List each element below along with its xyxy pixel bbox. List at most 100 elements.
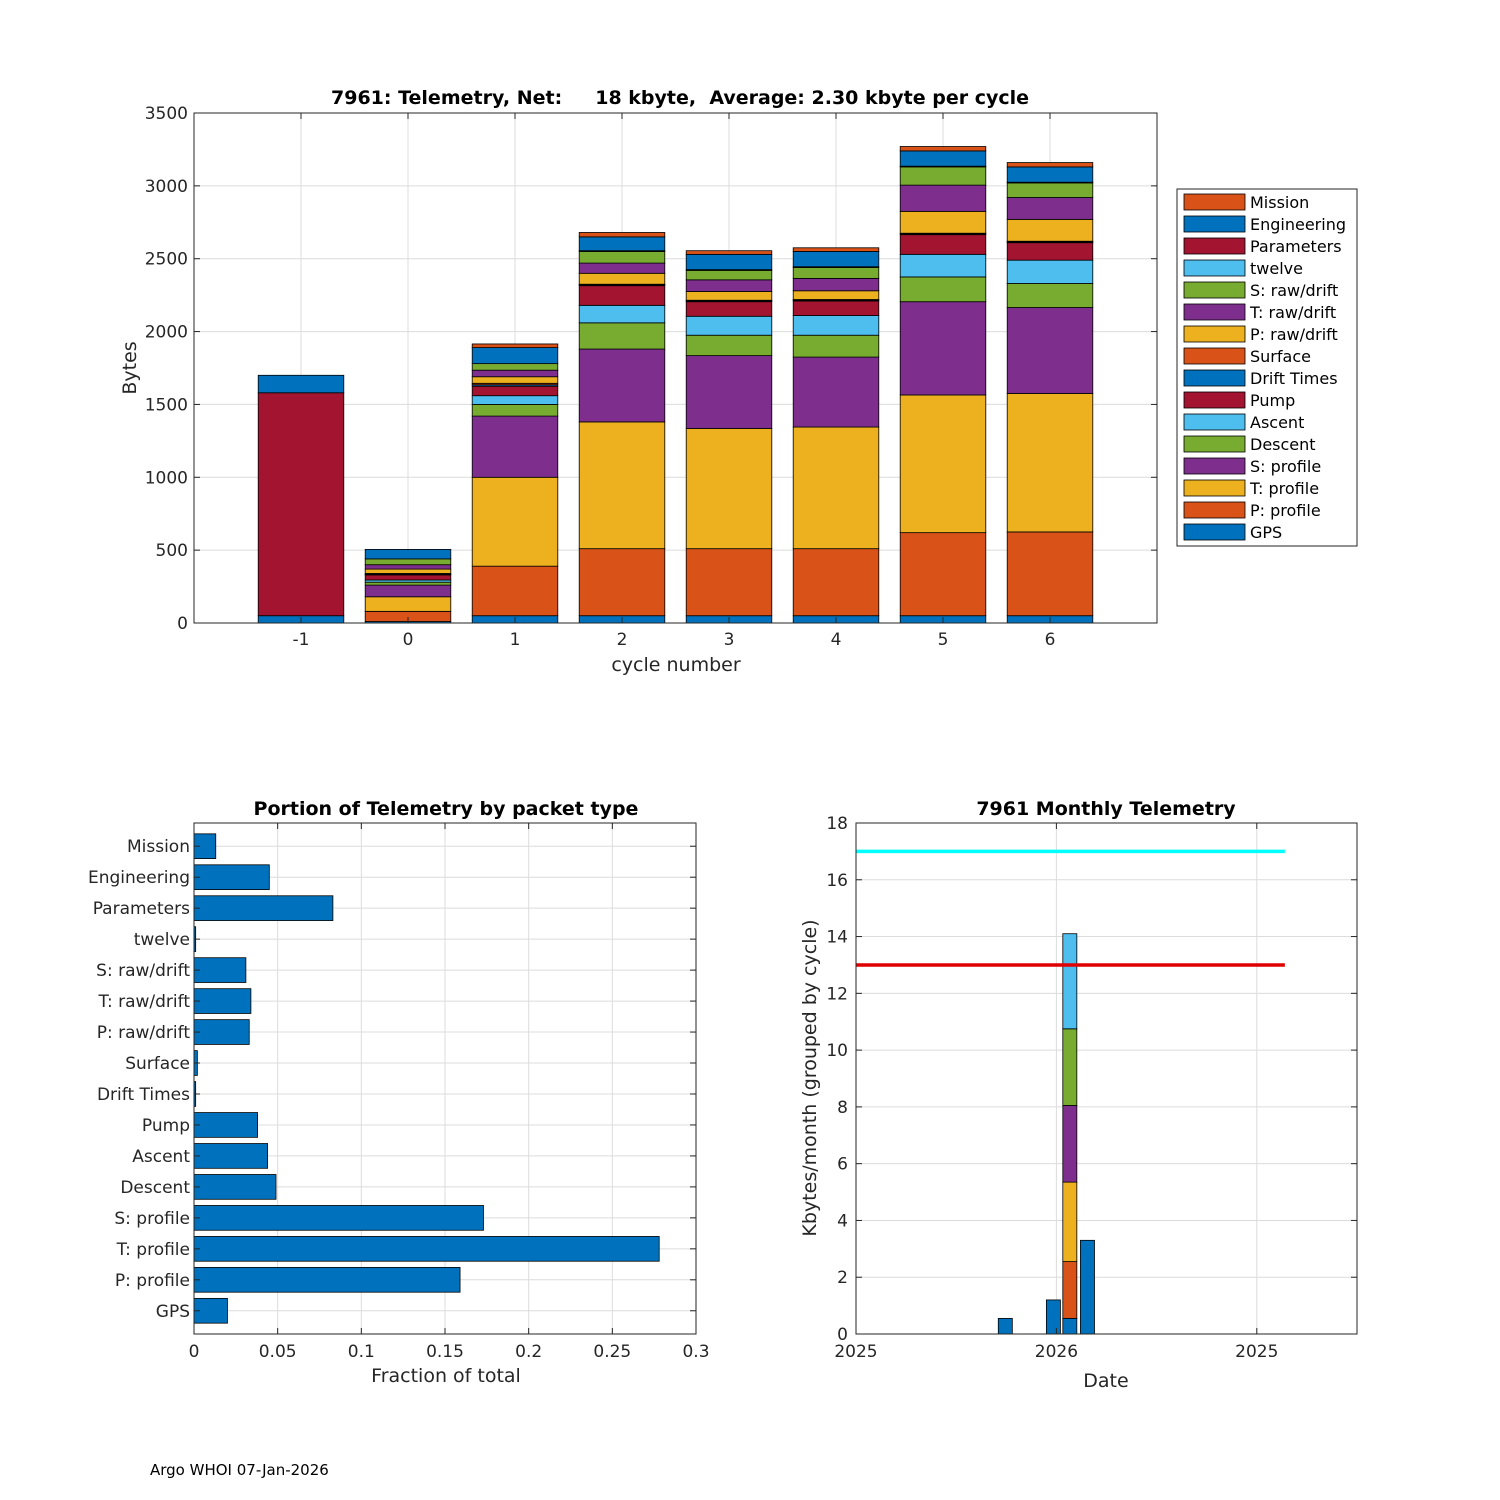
- bar-segment: [792, 315, 880, 336]
- x-tick-label: 0: [403, 630, 414, 650]
- bar-segment: [364, 596, 452, 612]
- x-tick-label: -1: [293, 630, 310, 650]
- legend-entry: T: profile: [1249, 479, 1319, 498]
- bar-segment: [899, 150, 987, 167]
- bar: [193, 864, 270, 890]
- bar-segment: [1062, 1105, 1078, 1183]
- y-tick-label: T: raw/drift: [97, 992, 190, 1012]
- bar-segment: [1080, 1239, 1095, 1335]
- bar: [193, 895, 334, 921]
- bar-segment: [471, 404, 559, 417]
- legend-entry: Mission: [1250, 193, 1309, 212]
- x-tick-label: 0: [189, 1342, 200, 1362]
- x-tick-label: 0.05: [259, 1342, 297, 1362]
- legend-entry: twelve: [1250, 259, 1303, 278]
- monthly-threshold-lines: [856, 849, 1285, 967]
- y-tick-label: 14: [826, 928, 848, 948]
- monthly-title: 7961 Monthly Telemetry: [976, 798, 1236, 820]
- legend-swatch: [1183, 237, 1246, 255]
- bar-segment: [364, 549, 452, 560]
- y-tick-label: 0: [177, 614, 188, 634]
- monthly-ylabel: Kbytes/month (grouped by cycle): [799, 919, 821, 1236]
- bar-segment: [471, 376, 559, 384]
- bar-segment: [792, 277, 880, 292]
- bar-segment: [685, 279, 773, 292]
- bar-segment: [1062, 1261, 1078, 1319]
- bar-segment: [899, 210, 987, 234]
- bar-segment: [792, 334, 880, 358]
- y-tick-label: 1500: [145, 395, 188, 415]
- x-tick-label: 3: [724, 630, 735, 650]
- bar-segment: [578, 251, 666, 264]
- bar-segment: [685, 250, 773, 255]
- bar-segment: [899, 276, 987, 303]
- y-tick-label: 18: [826, 814, 848, 834]
- legend-entry: P: profile: [1250, 501, 1321, 520]
- bar: [193, 1174, 277, 1200]
- bar-segment: [685, 291, 773, 301]
- packet-portion-xlabel: Fraction of total: [371, 1365, 521, 1387]
- legend-entry: Descent: [1250, 435, 1316, 454]
- packet-portion-title: Portion of Telemetry by packet type: [254, 798, 639, 820]
- bar-segment: [1062, 1028, 1078, 1106]
- legend-swatch: [1183, 325, 1246, 343]
- bar: [193, 957, 247, 983]
- y-tick-label: 3000: [145, 177, 188, 197]
- footer-credit: Argo WHOI 07-Jan-2026: [150, 1461, 329, 1479]
- cycle-stack-title: 7961: Telemetry, Net: 18 kbyte, Average:…: [331, 87, 1029, 109]
- legend-swatch: [1183, 435, 1246, 453]
- monthly-xlabel: Date: [1083, 1370, 1128, 1392]
- cycle-stack-xlabel: cycle number: [611, 654, 740, 676]
- y-tick-label: 2000: [145, 323, 188, 343]
- y-tick-label: P: raw/drift: [97, 1023, 191, 1043]
- legend-entry: Parameters: [1250, 237, 1342, 256]
- cycle-stack-legend: Mission Engineering Parameters twelve S: raw…: [1176, 188, 1358, 547]
- bar-segment: [899, 301, 987, 396]
- bar-segment: [899, 166, 987, 186]
- y-tick-label: 12: [826, 984, 848, 1004]
- bar-segment: [578, 262, 666, 274]
- x-tick-label: 2025: [1235, 1342, 1278, 1362]
- bar: [193, 1112, 258, 1138]
- x-tick-label: 0.25: [593, 1342, 631, 1362]
- bar-segment: [471, 565, 559, 617]
- bar-segment: [471, 395, 559, 405]
- x-tick-label: 0.2: [515, 1342, 542, 1362]
- bar-segment: [792, 548, 880, 617]
- cycle-stack-ticks: -1 0 1 2 3 4 5 6 0 500 1000 1500 2000 2500 3000 3500: [145, 104, 1157, 650]
- legend-entry: Surface: [1250, 347, 1311, 366]
- y-tick-label: Drift Times: [97, 1085, 190, 1105]
- y-tick-label: 2: [837, 1268, 848, 1288]
- bar-segment: [1006, 393, 1094, 533]
- cycle-stack-bars: [257, 146, 1094, 624]
- y-tick-label: Mission: [127, 837, 190, 857]
- bar-segment: [792, 247, 880, 252]
- bar-segment: [685, 315, 773, 336]
- y-tick-label: 3500: [145, 104, 188, 124]
- legend-swatch: [1183, 281, 1246, 299]
- legend-entry: Engineering: [1250, 215, 1346, 234]
- bar-segment: [1006, 166, 1094, 183]
- bar-segment: [578, 322, 666, 350]
- y-tick-label: 0: [837, 1325, 848, 1345]
- bar-segment: [792, 356, 880, 428]
- bar: [193, 1019, 250, 1045]
- legend-swatch: [1183, 391, 1246, 409]
- x-tick-label: 0.1: [348, 1342, 375, 1362]
- cycle-stack-axes-box: [193, 112, 1158, 624]
- bar-segment: [257, 374, 345, 394]
- bar-segment: [792, 300, 880, 316]
- bar-segment: [471, 385, 559, 397]
- y-tick-label: Engineering: [88, 868, 190, 888]
- legend-swatch: [1183, 501, 1246, 519]
- bar-segment: [792, 290, 880, 300]
- packet-portion-chart: 0 0.05 0.1 0.15 0.2 0.25 0.3 GPS P: profile T: pr…: [88, 798, 710, 1387]
- bar: [193, 988, 252, 1014]
- legend-swatch: [1183, 523, 1246, 541]
- cycle-stack-chart: -1 0 1 2 3 4 5 6 0 500 1000 1500 2000 2500 3000 3500 79…: [119, 87, 1358, 676]
- bar-segment: [685, 301, 773, 317]
- monthly-bars: [997, 933, 1095, 1335]
- bar: [193, 1267, 461, 1293]
- y-tick-label: GPS: [156, 1302, 190, 1322]
- bar-segment: [471, 343, 559, 349]
